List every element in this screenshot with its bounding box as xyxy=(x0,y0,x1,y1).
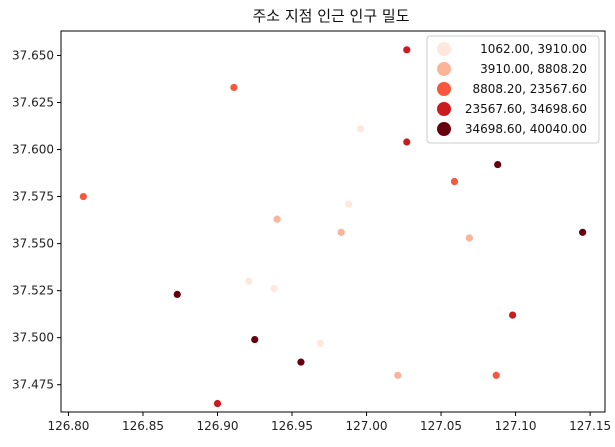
data-point xyxy=(394,371,402,379)
x-tick-label: 126.90 xyxy=(196,419,238,433)
data-point xyxy=(356,125,365,133)
y-tick-label: 37.650 xyxy=(12,48,54,62)
x-tick-label: 127.05 xyxy=(420,419,462,433)
data-point xyxy=(270,285,278,293)
data-point xyxy=(79,192,87,201)
legend-label: 23567.60, 34698.60 xyxy=(465,102,587,116)
data-point xyxy=(337,228,345,236)
axis-ticks: 126.80 126.85 126.90 126.95 127.00 127.05 127.… xyxy=(12,48,611,433)
legend-label: 8808.20, 23567.60 xyxy=(472,82,587,96)
x-tick-label: 127.00 xyxy=(346,419,388,433)
legend-label: 34698.60, 40040.00 xyxy=(465,122,587,136)
data-point xyxy=(297,358,305,366)
x-tick-label: 126.80 xyxy=(47,419,89,433)
data-point xyxy=(251,335,259,344)
legend-label: 1062.00, 3910.00 xyxy=(480,42,587,56)
y-tick-label: 37.550 xyxy=(12,237,54,251)
data-point xyxy=(345,200,353,208)
legend-marker xyxy=(437,62,451,76)
data-point xyxy=(316,339,324,347)
data-points xyxy=(79,46,587,408)
data-point xyxy=(403,46,411,54)
data-point xyxy=(508,311,517,319)
data-point xyxy=(213,399,222,408)
legend-marker xyxy=(437,122,451,136)
legend-label: 3910.00, 8808.20 xyxy=(480,62,587,76)
x-tick-label: 127.10 xyxy=(495,419,537,433)
legend-marker xyxy=(437,42,451,56)
y-tick-label: 37.525 xyxy=(12,284,54,298)
legend-marker xyxy=(437,102,451,116)
y-tick-label: 37.500 xyxy=(12,331,54,345)
x-tick-label: 127.15 xyxy=(569,419,611,433)
data-point xyxy=(579,228,587,236)
y-tick-label: 37.475 xyxy=(12,378,54,392)
x-tick-label: 126.85 xyxy=(122,419,164,433)
legend: 1062.00, 3910.00 3910.00, 8808.20 8808.20,… xyxy=(426,35,600,144)
x-tick-label: 126.95 xyxy=(271,419,313,433)
chart-title: 주소 지점 인근 인구 밀도 xyxy=(252,7,409,25)
y-tick-label: 37.625 xyxy=(12,95,54,109)
data-point xyxy=(230,83,238,92)
y-tick-label: 37.575 xyxy=(12,190,54,204)
data-point xyxy=(173,290,181,299)
legend-marker xyxy=(437,82,451,96)
data-point xyxy=(494,160,502,169)
data-point xyxy=(403,138,411,146)
data-point xyxy=(450,177,459,186)
data-point xyxy=(492,371,500,379)
data-point xyxy=(273,215,281,223)
y-tick-label: 37.600 xyxy=(12,143,54,157)
data-point xyxy=(465,234,473,242)
data-point xyxy=(245,277,253,285)
legend-box xyxy=(426,35,600,144)
